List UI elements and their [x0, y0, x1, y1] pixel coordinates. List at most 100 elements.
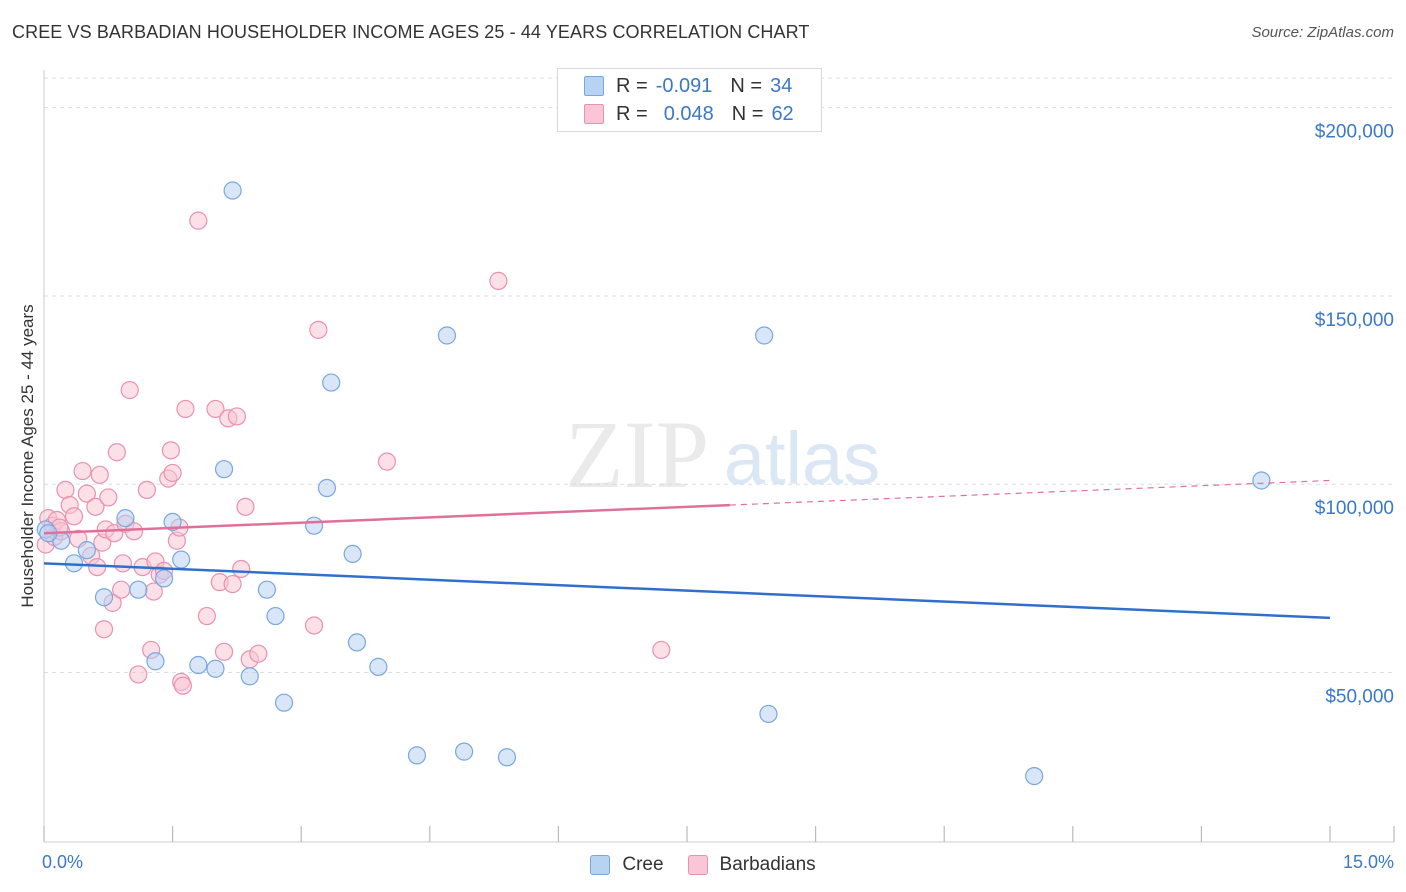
legend-r-value-cree: -0.091 [655, 74, 713, 97]
barbadians-point [652, 640, 671, 660]
cree-point [343, 544, 362, 564]
grid-layer [44, 77, 1394, 674]
series-swatch-cree [590, 855, 611, 875]
barbadians-point [223, 574, 242, 594]
cree-point [369, 657, 388, 676]
y-tick-label: $200,000 [1315, 122, 1394, 143]
series-swatch-barbadians [687, 855, 708, 875]
legend-n-label: N = [731, 102, 764, 125]
cree-point [172, 550, 191, 569]
cree-point [240, 667, 259, 686]
barbadians-trend-line [43, 503, 730, 535]
barbadians-point [94, 620, 114, 639]
series-label-cree: Cree [622, 854, 664, 875]
watermark-zip: ZIP [565, 401, 709, 508]
barbadians-point [197, 606, 216, 626]
barbadians-point [176, 399, 195, 419]
legend-row-barbadians: R = 0.048 N = 62 [584, 101, 794, 127]
watermark-layer: ZIP atlas [565, 401, 880, 508]
barbadians-point [309, 320, 328, 339]
legend-n-label: N = [730, 74, 763, 97]
legend-row-cree: R = -0.091 N = 34 [584, 73, 792, 99]
cree-point [146, 652, 165, 671]
barbadians-point [88, 557, 107, 577]
correlation-legend: R = -0.091 N = 34 R = 0.048 N = 62 [557, 68, 822, 132]
legend-n-value-cree: 34 [770, 74, 793, 97]
barbadians-point [77, 484, 96, 503]
x-tick-label-min: 0.0% [42, 852, 84, 872]
cree-point [214, 460, 234, 479]
barbadians-point [163, 463, 182, 483]
cree-point [163, 512, 182, 532]
barbadians-point [129, 665, 148, 684]
barbadians-point [73, 461, 92, 481]
cree-point [1252, 471, 1271, 490]
barbadians-point [90, 465, 109, 484]
barbadians-point [99, 488, 118, 507]
cree-point [759, 704, 778, 724]
barbadians-point [489, 271, 508, 290]
barbadians-point [137, 480, 156, 499]
cree-point [407, 746, 427, 765]
cree-point [116, 509, 135, 528]
cree-series [36, 181, 1271, 786]
barbadians-point [56, 480, 75, 499]
trend-lines [43, 479, 1331, 620]
cree-point [223, 181, 242, 200]
y-tick-label: $150,000 [1315, 310, 1394, 331]
barbadians-point [236, 497, 255, 516]
cree-point [189, 655, 208, 675]
chart-title: CREE VS BARBADIAN HOUSEHOLDER INCOME AGE… [12, 22, 810, 42]
legend-swatch-cree [584, 76, 604, 96]
y-tick-labels: $50,000 $100,000 $150,000 $200,000 [1315, 122, 1394, 708]
cree-point [266, 606, 285, 626]
cree-point [437, 326, 457, 345]
barbadians-point [124, 522, 144, 541]
cree-point [257, 580, 277, 599]
barbadians-point [249, 644, 268, 663]
cree-point [1025, 766, 1044, 786]
barbadians-trend-extension [729, 479, 1331, 506]
cree-trend-line [43, 562, 1331, 620]
axes-layer [43, 70, 1395, 843]
cree-point [94, 588, 114, 607]
cree-point [77, 541, 96, 560]
barbadians-point [227, 407, 246, 426]
cree-point [274, 693, 294, 712]
barbadians-point [377, 452, 397, 471]
barbadians-point [232, 559, 251, 579]
x-tick-label-max: 15.0% [1342, 852, 1394, 872]
y-axis-title: Householder Income Ages 25 - 44 years [18, 304, 37, 608]
barbadians-point [161, 441, 180, 460]
barbadians-point [206, 399, 225, 419]
barbadians-point [120, 380, 139, 400]
barbadians-point [214, 642, 234, 661]
series-legend-barbadians[interactable]: Barbadians [687, 854, 816, 876]
barbadians-point [173, 676, 192, 695]
barbadians-point [189, 211, 208, 230]
cree-point [317, 478, 337, 498]
cree-point [154, 569, 174, 588]
series-legend-cree[interactable]: Cree [590, 854, 664, 876]
legend-r-label: R = [616, 74, 648, 97]
cree-point [304, 516, 324, 535]
legend-r-label: R = [616, 102, 648, 125]
watermark-atlas: atlas [724, 417, 880, 500]
legend-swatch-barbadians [584, 104, 604, 124]
barbadians-point [107, 443, 126, 462]
series-legend: Cree Barbadians [0, 852, 1406, 878]
legend-r-value-barbadians: 0.048 [663, 102, 714, 125]
y-tick-label: $100,000 [1315, 498, 1394, 519]
barbadians-point [64, 507, 84, 526]
series-label-barbadians: Barbadians [719, 854, 816, 875]
y-tick-label: $50,000 [1325, 687, 1394, 708]
barbadians-point [304, 616, 324, 635]
cree-point [322, 373, 341, 392]
barbadians-point [86, 497, 105, 516]
legend-n-value-barbadians: 62 [771, 102, 794, 125]
cree-point [129, 580, 148, 599]
cree-point [347, 633, 367, 652]
barbadians-point [112, 580, 131, 599]
